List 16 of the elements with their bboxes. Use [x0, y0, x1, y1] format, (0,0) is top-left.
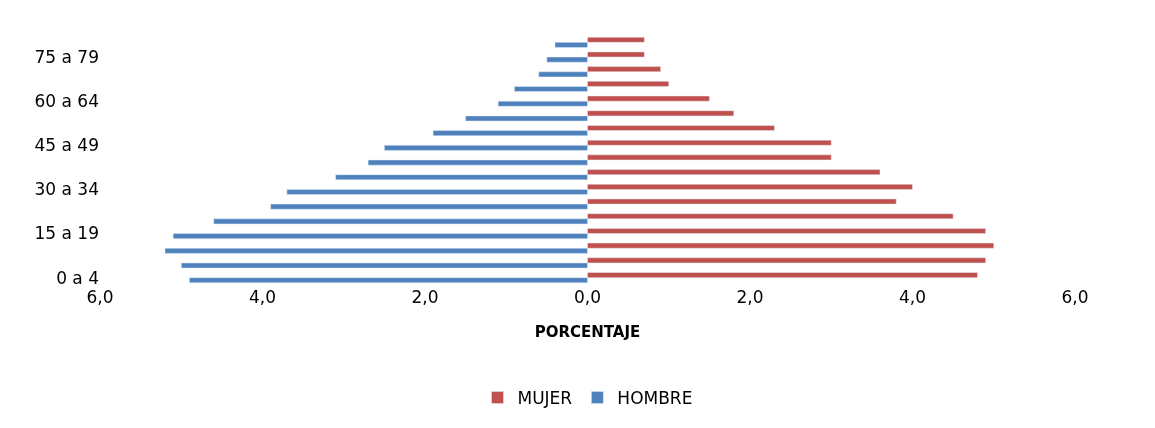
legend-label: HOMBRE [617, 388, 693, 409]
x-axis-title: PORCENTAJE [534, 323, 641, 341]
x-tick-label: 4,0 [248, 287, 277, 307]
legend-label: MUJER [517, 388, 573, 409]
x-tick-label: 2,0 [411, 287, 439, 307]
x-tick-label: 6,0 [1061, 287, 1089, 307]
y-tick-label: 60 a 64 [34, 91, 99, 112]
y-tick-label: 15 a 19 [34, 223, 99, 244]
y-tick-label: 45 a 49 [34, 135, 99, 156]
x-tick-label: 2,0 [736, 287, 764, 307]
x-tick-label: 6,0 [86, 287, 114, 307]
x-tick-label: 0,0 [573, 287, 602, 307]
y-tick-label: 30 a 34 [34, 179, 99, 200]
y-tick-label: 75 a 79 [34, 47, 99, 68]
x-tick-label: 4,0 [898, 287, 927, 307]
y-tick-label: 0 a 4 [56, 267, 99, 288]
